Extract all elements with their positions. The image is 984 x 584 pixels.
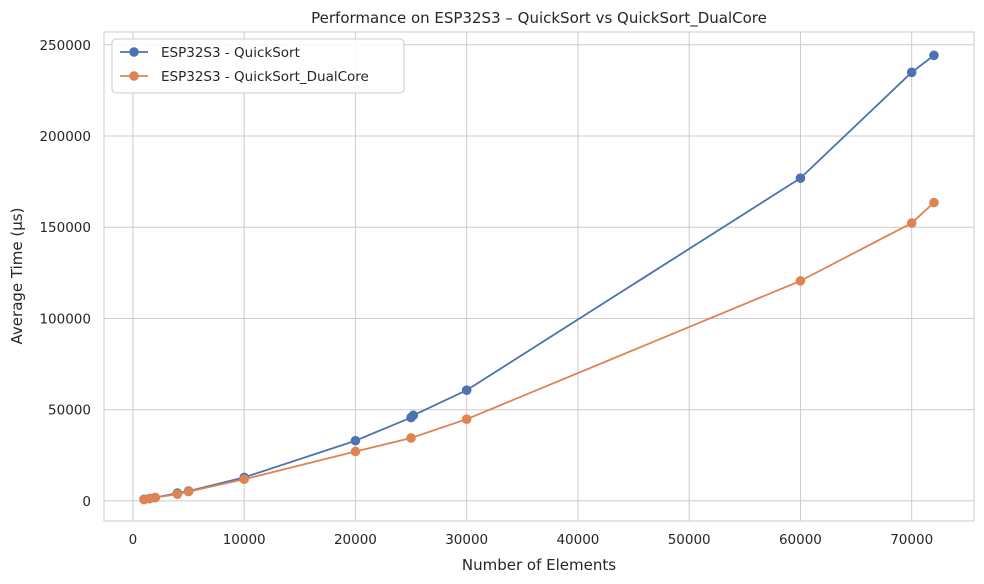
y-tick-label: 250000 bbox=[39, 38, 91, 54]
legend-label-dualcore: ESP32S3 - QuickSort_DualCore bbox=[161, 69, 369, 85]
data-point bbox=[239, 474, 249, 485]
data-point bbox=[408, 410, 419, 421]
data-point bbox=[906, 67, 917, 78]
x-tick-label: 0 bbox=[129, 532, 138, 548]
y-axis-ticks: 0 50000 100000 150000 200000 250000 bbox=[39, 38, 91, 510]
y-tick-label: 50000 bbox=[48, 403, 91, 419]
data-point bbox=[150, 492, 160, 503]
x-axis-label: Number of Elements bbox=[462, 556, 616, 574]
data-point bbox=[929, 50, 939, 61]
legend-label-quicksort: ESP32S3 - QuickSort bbox=[161, 45, 300, 61]
y-tick-label: 150000 bbox=[39, 220, 91, 236]
data-point bbox=[406, 433, 416, 443]
y-axis-label: Average Time (µs) bbox=[8, 208, 26, 345]
legend-box bbox=[111, 38, 405, 94]
legend-marker-dualcore bbox=[129, 71, 139, 81]
data-point bbox=[461, 385, 472, 395]
legend: ESP32S3 - QuickSort ESP32S3 - QuickSort_… bbox=[111, 38, 405, 94]
data-point bbox=[350, 446, 361, 457]
x-tick-label: 60000 bbox=[779, 532, 822, 548]
x-tick-label: 70000 bbox=[890, 532, 933, 548]
data-point bbox=[906, 218, 917, 228]
y-tick-label: 200000 bbox=[39, 129, 91, 145]
y-tick-label: 0 bbox=[82, 494, 91, 510]
data-point bbox=[795, 276, 806, 286]
data-point bbox=[795, 173, 806, 183]
x-tick-label: 40000 bbox=[556, 532, 599, 548]
series-1 bbox=[139, 197, 939, 505]
x-axis-ticks: 0 10000 20000 30000 40000 50000 60000 70000 bbox=[129, 532, 934, 548]
data-point bbox=[183, 486, 194, 497]
chart-title: Performance on ESP32S3 – QuickSort vs Qu… bbox=[311, 9, 767, 28]
data-point bbox=[350, 435, 361, 446]
plot-area bbox=[103, 31, 975, 522]
grid-lines bbox=[104, 32, 974, 521]
x-tick-label: 10000 bbox=[223, 532, 266, 548]
legend-marker-quicksort bbox=[129, 47, 139, 57]
data-point bbox=[461, 414, 472, 424]
series-group bbox=[139, 50, 939, 505]
x-tick-label: 50000 bbox=[668, 532, 711, 548]
data-point bbox=[172, 489, 183, 499]
y-tick-label: 100000 bbox=[39, 311, 91, 327]
x-tick-label: 20000 bbox=[334, 532, 377, 548]
x-tick-label: 30000 bbox=[445, 532, 488, 548]
data-point bbox=[929, 197, 939, 208]
